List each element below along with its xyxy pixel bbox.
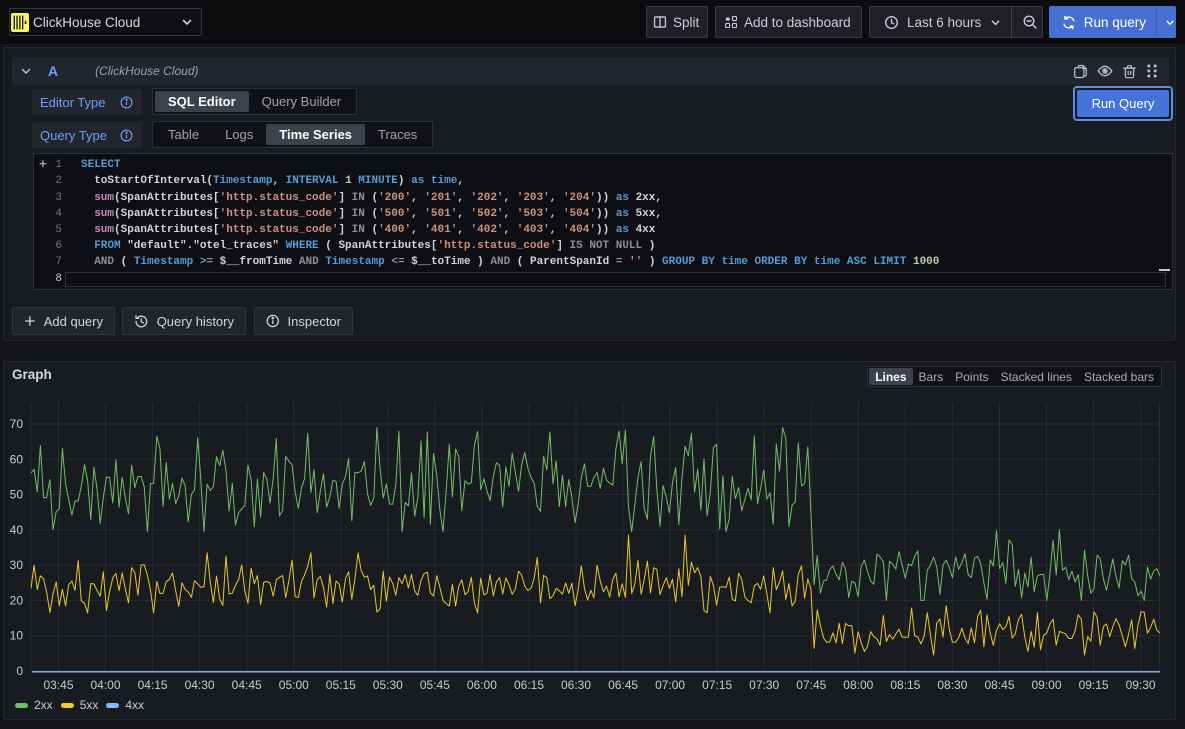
- svg-text:07:00: 07:00: [655, 678, 685, 692]
- svg-text:05:45: 05:45: [420, 678, 450, 692]
- svg-text:10: 10: [10, 629, 24, 643]
- svg-text:04:15: 04:15: [138, 678, 168, 692]
- svg-text:04:30: 04:30: [185, 678, 215, 692]
- svg-text:03:45: 03:45: [43, 678, 73, 692]
- svg-text:08:30: 08:30: [937, 678, 967, 692]
- svg-text:05:15: 05:15: [326, 678, 356, 692]
- svg-text:09:15: 09:15: [1079, 678, 1109, 692]
- svg-text:06:15: 06:15: [514, 678, 544, 692]
- svg-text:05:30: 05:30: [373, 678, 403, 692]
- svg-text:08:45: 08:45: [984, 678, 1014, 692]
- svg-text:09:00: 09:00: [1031, 678, 1061, 692]
- svg-text:06:45: 06:45: [608, 678, 638, 692]
- svg-text:07:45: 07:45: [796, 678, 826, 692]
- svg-text:20: 20: [10, 593, 24, 607]
- svg-text:30: 30: [10, 558, 24, 572]
- svg-text:04:00: 04:00: [90, 678, 120, 692]
- svg-text:70: 70: [10, 417, 24, 431]
- svg-text:07:15: 07:15: [702, 678, 732, 692]
- svg-text:08:15: 08:15: [890, 678, 920, 692]
- svg-text:50: 50: [10, 488, 24, 502]
- svg-text:0: 0: [16, 664, 23, 678]
- svg-text:60: 60: [10, 452, 24, 466]
- svg-text:08:00: 08:00: [843, 678, 873, 692]
- svg-text:04:45: 04:45: [232, 678, 262, 692]
- svg-text:09:30: 09:30: [1126, 678, 1156, 692]
- svg-text:06:00: 06:00: [467, 678, 497, 692]
- svg-text:40: 40: [10, 523, 24, 537]
- svg-text:05:00: 05:00: [279, 678, 309, 692]
- svg-text:06:30: 06:30: [561, 678, 591, 692]
- svg-text:07:30: 07:30: [749, 678, 779, 692]
